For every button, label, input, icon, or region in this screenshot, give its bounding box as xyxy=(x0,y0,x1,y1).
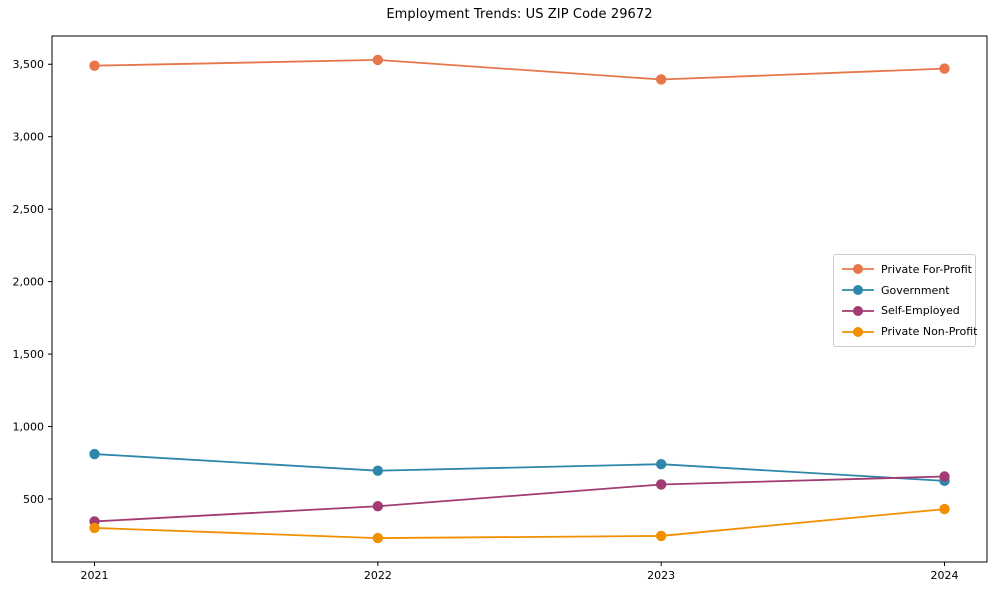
data-point-government-2023 xyxy=(655,458,667,470)
legend-item-private-for-profit: Private For-Profit xyxy=(842,263,972,276)
legend-marker-private-non-profit xyxy=(842,326,874,337)
plot-frame xyxy=(51,35,988,563)
legend-dot xyxy=(853,285,863,296)
x-tick-label: 2022 xyxy=(364,569,392,582)
series-line-private-non-profit xyxy=(94,508,945,539)
data-point-private-for-profit-2022 xyxy=(372,54,384,66)
legend-label-private-for-profit: Private For-Profit xyxy=(881,262,972,276)
series-line-private-for-profit xyxy=(94,59,945,81)
data-point-private-non-profit-2024 xyxy=(939,503,950,515)
legend-label-self-employed: Self-Employed xyxy=(881,304,960,318)
data-point-private-non-profit-2021 xyxy=(89,522,100,534)
chart-legend: Private For-Profit Government Self-Employe… xyxy=(833,254,977,347)
legend-marker-private-for-profit xyxy=(842,264,874,275)
y-tick-label: 3,000 xyxy=(13,131,45,144)
y-tick-label: 3,500 xyxy=(13,58,45,71)
data-point-self-employed-2023 xyxy=(655,479,667,490)
data-point-private-for-profit-2021 xyxy=(89,60,100,71)
legend-label-private-non-profit: Private Non-Profit xyxy=(881,325,978,339)
data-point-self-employed-2024 xyxy=(939,471,950,482)
y-tick-label: 1,000 xyxy=(13,420,45,433)
legend-marker-self-employed xyxy=(842,305,874,316)
x-tick-label: 2023 xyxy=(647,569,675,582)
data-point-government-2021 xyxy=(89,448,100,460)
y-tick-label: 500 xyxy=(23,493,44,506)
x-tick-label: 2024 xyxy=(931,569,959,582)
data-point-private-non-profit-2022 xyxy=(372,532,384,544)
data-point-government-2022 xyxy=(372,465,384,476)
data-point-private-for-profit-2023 xyxy=(655,74,667,85)
legend-marker-government xyxy=(842,285,874,296)
legend-dot xyxy=(853,305,863,316)
y-tick-label: 2,000 xyxy=(13,275,45,288)
legend-item-self-employed: Self-Employed xyxy=(842,304,967,317)
legend-dot xyxy=(853,264,863,275)
legend-item-government: Government xyxy=(842,284,967,297)
chart-title: Employment Trends: US ZIP Code 29672 xyxy=(386,7,653,22)
y-tick-label: 2,500 xyxy=(13,203,45,216)
data-point-private-for-profit-2024 xyxy=(939,63,950,74)
data-point-private-non-profit-2023 xyxy=(655,530,667,542)
legend-item-private-non-profit: Private Non-Profit xyxy=(842,325,977,338)
legend-label-government: Government xyxy=(881,283,950,297)
legend-dot xyxy=(853,326,863,337)
data-point-self-employed-2022 xyxy=(372,501,384,512)
series-line-self-employed xyxy=(94,475,945,523)
x-tick-label: 2021 xyxy=(81,569,109,582)
y-tick-label: 1,500 xyxy=(13,348,45,361)
series-line-government xyxy=(94,453,945,482)
